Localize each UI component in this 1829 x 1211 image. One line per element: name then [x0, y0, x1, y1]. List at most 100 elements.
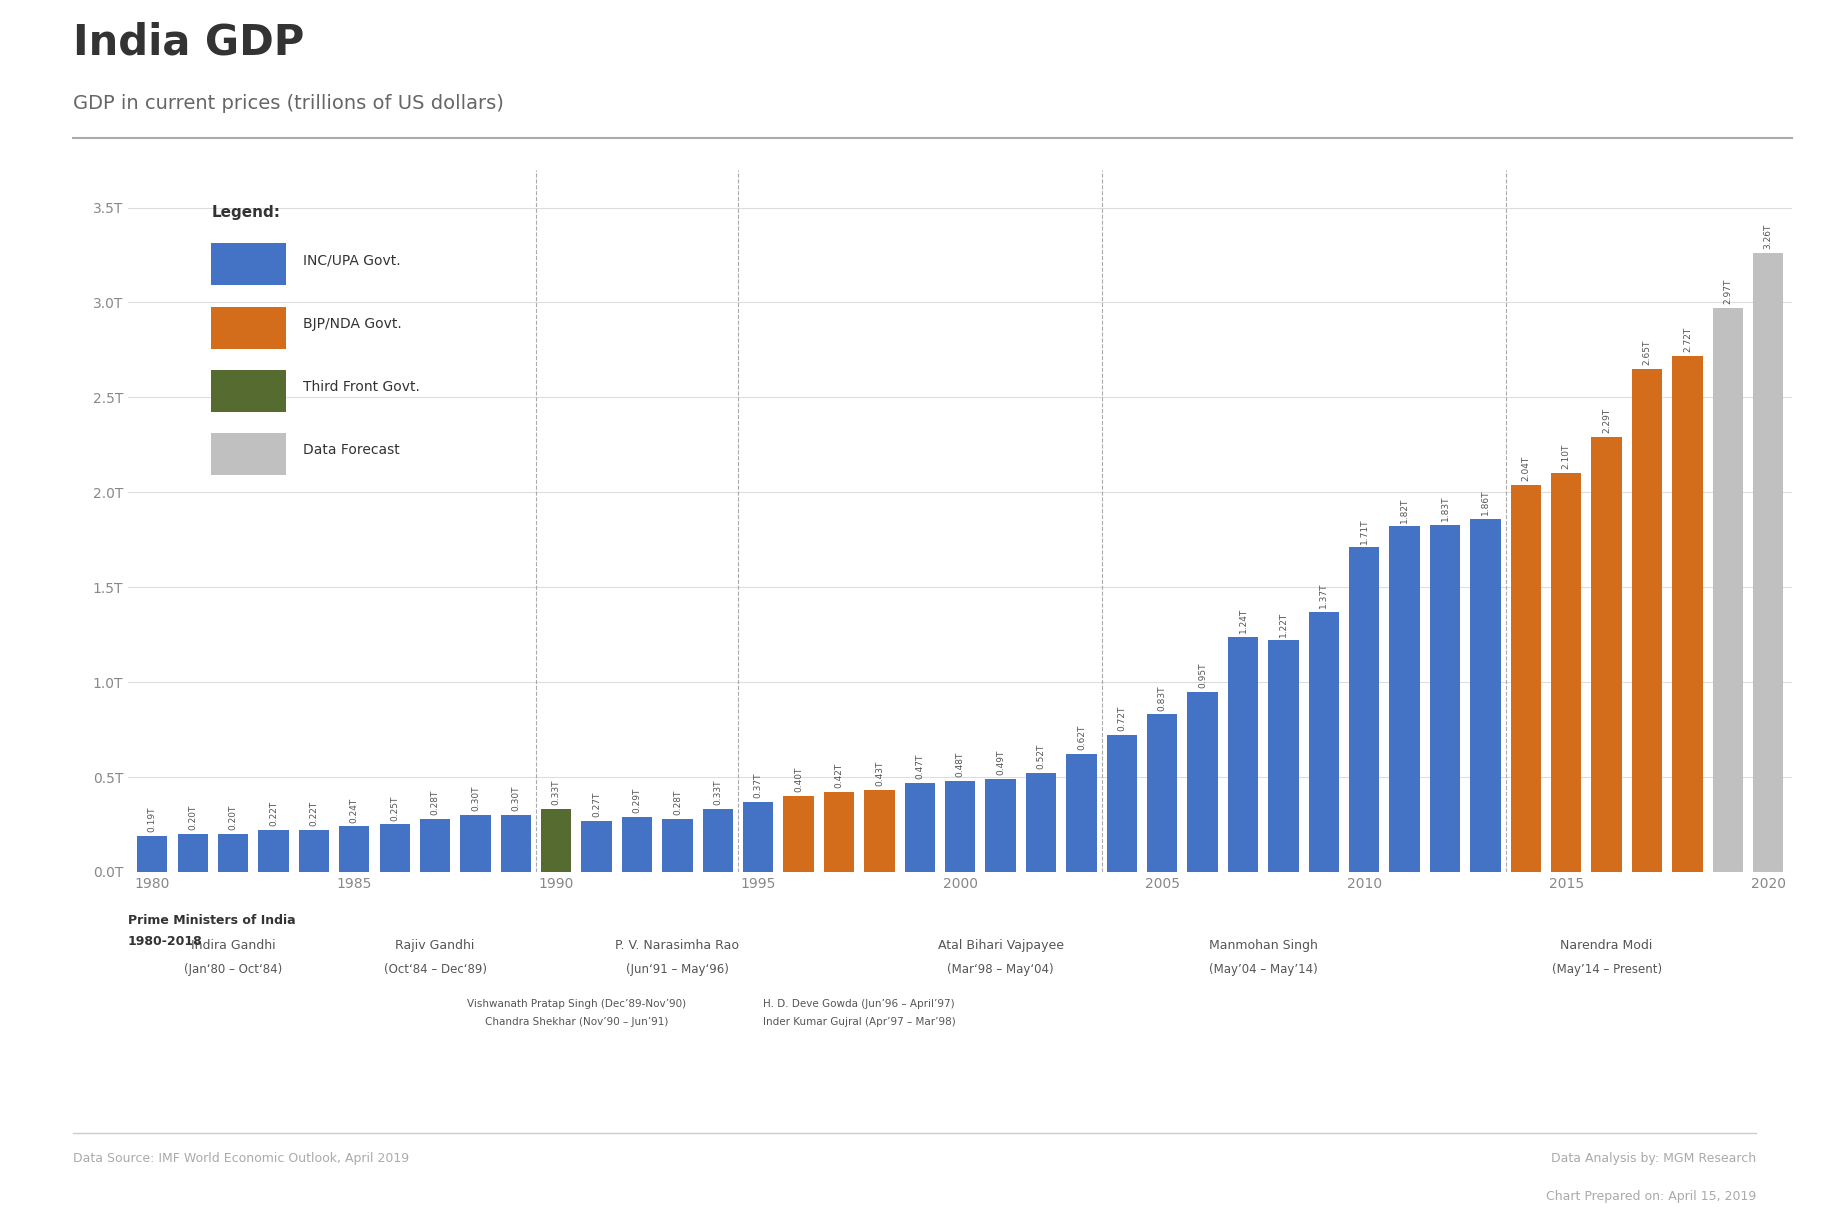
- Bar: [783, 796, 814, 872]
- Text: (May’04 – May’14): (May’04 – May’14): [1209, 963, 1317, 976]
- Text: (Jan‘80 – Oct‘84): (Jan‘80 – Oct‘84): [185, 963, 282, 976]
- Text: Chandra Shekhar (Nov’90 – Jun’91): Chandra Shekhar (Nov’90 – Jun’91): [485, 1017, 668, 1027]
- Text: 3.26T: 3.26T: [1763, 224, 1772, 249]
- Text: Indira Gandhi: Indira Gandhi: [190, 939, 276, 952]
- Text: (Jun‘91 – May‘96): (Jun‘91 – May‘96): [626, 963, 730, 976]
- Text: Prime Ministers of India: Prime Ministers of India: [128, 914, 296, 928]
- Text: 0.49T: 0.49T: [997, 750, 1006, 775]
- Text: 0.20T: 0.20T: [229, 805, 238, 831]
- Bar: [258, 831, 289, 872]
- Text: 0.48T: 0.48T: [957, 752, 964, 777]
- FancyBboxPatch shape: [212, 432, 285, 475]
- Bar: [1712, 308, 1743, 872]
- Bar: [137, 836, 168, 872]
- Text: 0.62T: 0.62T: [1077, 725, 1086, 751]
- Text: 0.52T: 0.52T: [1037, 744, 1046, 769]
- Bar: [905, 782, 935, 872]
- Bar: [1752, 253, 1783, 872]
- Text: 0.30T: 0.30T: [470, 786, 479, 811]
- Bar: [1267, 641, 1299, 872]
- Bar: [1310, 612, 1339, 872]
- Text: 0.33T: 0.33T: [552, 780, 562, 805]
- Text: (Mar‘98 – May‘04): (Mar‘98 – May‘04): [947, 963, 1054, 976]
- Bar: [1672, 356, 1703, 872]
- Text: (Oct‘84 – Dec‘89): (Oct‘84 – Dec‘89): [384, 963, 487, 976]
- Bar: [1471, 518, 1500, 872]
- Text: 1.22T: 1.22T: [1278, 612, 1288, 637]
- Bar: [1511, 484, 1542, 872]
- Text: 1.24T: 1.24T: [1238, 608, 1247, 632]
- Text: Data Forecast: Data Forecast: [304, 443, 399, 458]
- Text: 0.24T: 0.24T: [349, 797, 358, 822]
- Text: 0.19T: 0.19T: [148, 807, 157, 832]
- Bar: [1591, 437, 1622, 872]
- Text: 2.10T: 2.10T: [1562, 444, 1571, 470]
- FancyBboxPatch shape: [212, 369, 285, 412]
- Text: (May’14 – Present): (May’14 – Present): [1551, 963, 1663, 976]
- Bar: [1107, 735, 1138, 872]
- Text: Manmohan Singh: Manmohan Singh: [1209, 939, 1317, 952]
- Text: Legend:: Legend:: [212, 205, 280, 219]
- Bar: [1187, 691, 1218, 872]
- Text: 2.29T: 2.29T: [1602, 408, 1611, 434]
- Text: Atal Bihari Vajpayee: Atal Bihari Vajpayee: [938, 939, 1064, 952]
- Text: 0.95T: 0.95T: [1198, 662, 1207, 688]
- Text: GDP in current prices (trillions of US dollars): GDP in current prices (trillions of US d…: [73, 94, 505, 114]
- Bar: [702, 809, 733, 872]
- Bar: [1350, 547, 1379, 872]
- Bar: [379, 825, 410, 872]
- Text: Vishwanath Pratap Singh (Dec’89-Nov’90): Vishwanath Pratap Singh (Dec’89-Nov’90): [466, 999, 686, 1009]
- Bar: [1631, 369, 1663, 872]
- Bar: [1227, 637, 1258, 872]
- Text: 0.22T: 0.22T: [309, 802, 318, 826]
- Bar: [1066, 754, 1097, 872]
- Bar: [622, 817, 653, 872]
- Text: 0.37T: 0.37T: [754, 773, 763, 798]
- Bar: [986, 779, 1015, 872]
- Bar: [501, 815, 530, 872]
- Bar: [177, 834, 209, 872]
- Text: Narendra Modi: Narendra Modi: [1560, 939, 1653, 952]
- Text: 2.65T: 2.65T: [1642, 340, 1652, 365]
- Text: 2.97T: 2.97T: [1723, 279, 1732, 304]
- Bar: [662, 819, 693, 872]
- Bar: [1390, 527, 1419, 872]
- Bar: [865, 791, 894, 872]
- FancyBboxPatch shape: [212, 243, 285, 286]
- Text: Data Analysis by: MGM Research: Data Analysis by: MGM Research: [1551, 1152, 1756, 1165]
- Text: 1980-2018: 1980-2018: [128, 935, 203, 948]
- Bar: [946, 781, 975, 872]
- Text: 0.30T: 0.30T: [512, 786, 519, 811]
- Text: Data Source: IMF World Economic Outlook, April 2019: Data Source: IMF World Economic Outlook,…: [73, 1152, 410, 1165]
- Text: 0.20T: 0.20T: [188, 805, 198, 831]
- Bar: [1430, 524, 1460, 872]
- Text: 2.72T: 2.72T: [1683, 327, 1692, 351]
- Text: 0.29T: 0.29T: [633, 787, 642, 813]
- Text: Third Front Govt.: Third Front Govt.: [304, 380, 419, 395]
- Text: 0.28T: 0.28T: [430, 790, 439, 815]
- Bar: [338, 826, 369, 872]
- Bar: [421, 819, 450, 872]
- Text: 0.33T: 0.33T: [713, 780, 722, 805]
- Bar: [582, 821, 611, 872]
- Text: INC/UPA Govt.: INC/UPA Govt.: [304, 254, 401, 268]
- Bar: [1551, 474, 1582, 872]
- Text: India GDP: India GDP: [73, 22, 305, 64]
- Text: P. V. Narasimha Rao: P. V. Narasimha Rao: [615, 939, 739, 952]
- Text: 0.27T: 0.27T: [593, 792, 602, 817]
- Text: H. D. Deve Gowda (Jun’96 – April’97): H. D. Deve Gowda (Jun’96 – April’97): [763, 999, 955, 1009]
- Text: 1.71T: 1.71T: [1359, 518, 1368, 544]
- Bar: [823, 792, 854, 872]
- Text: 1.86T: 1.86T: [1481, 489, 1491, 515]
- Text: 0.42T: 0.42T: [834, 763, 843, 788]
- FancyBboxPatch shape: [212, 306, 285, 349]
- Text: 0.72T: 0.72T: [1118, 706, 1127, 731]
- Text: Rajiv Gandhi: Rajiv Gandhi: [395, 939, 476, 952]
- Text: 1.37T: 1.37T: [1319, 582, 1328, 608]
- Text: 0.22T: 0.22T: [269, 802, 278, 826]
- Bar: [218, 834, 249, 872]
- Text: 1.83T: 1.83T: [1441, 495, 1450, 521]
- Text: 0.43T: 0.43T: [874, 762, 883, 786]
- Bar: [1026, 773, 1055, 872]
- Bar: [743, 802, 774, 872]
